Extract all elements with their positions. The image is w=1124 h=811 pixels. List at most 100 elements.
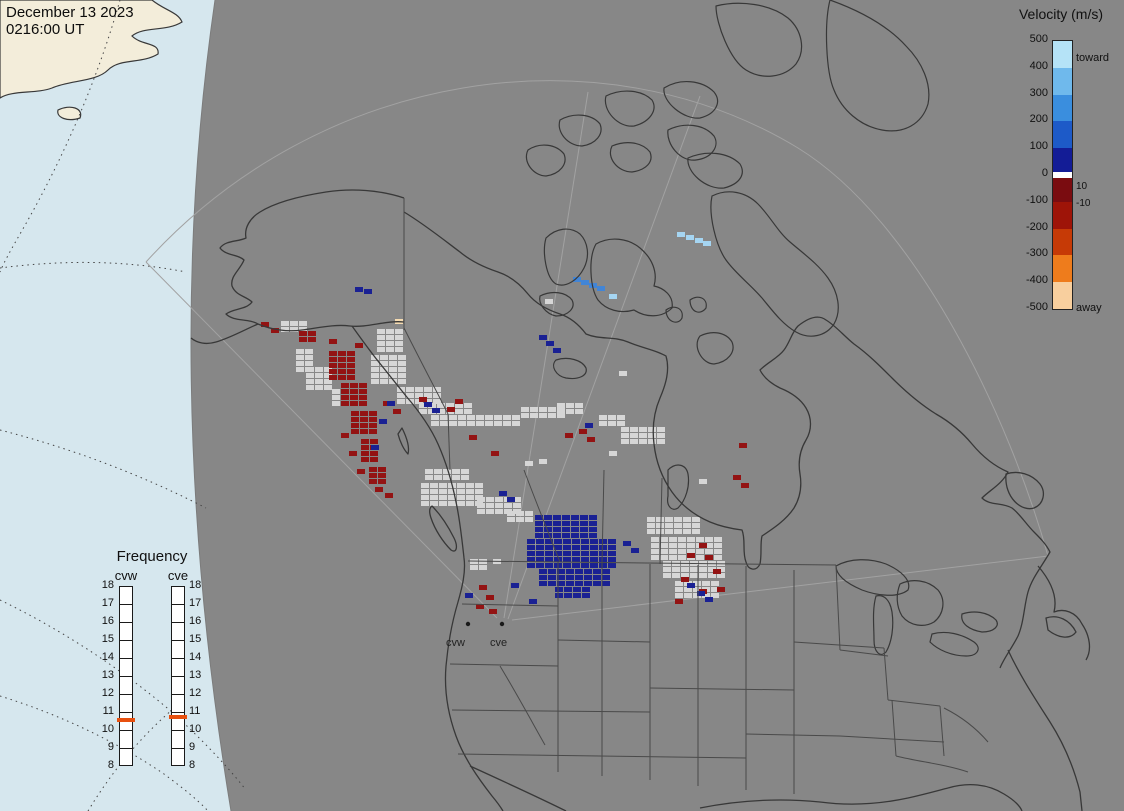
velocity-cell: [675, 581, 683, 586]
velocity-cell: [553, 521, 561, 526]
velocity-cell: [329, 339, 337, 344]
velocity-cell: [434, 475, 442, 480]
frequency-bar-tick: [120, 712, 132, 713]
velocity-cell: [714, 549, 722, 554]
velocity-cell: [467, 415, 475, 420]
velocity-cell: [557, 409, 565, 414]
velocity-cell: [439, 483, 447, 488]
velocity-cell: [630, 427, 638, 432]
great-lakes: [539, 291, 998, 657]
velocity-cell: [525, 461, 533, 466]
frequency-tick-label: 10: [189, 723, 202, 735]
colorbar-segment: [1053, 177, 1072, 202]
velocity-cell: [672, 567, 680, 572]
velocity-cell: [377, 329, 385, 334]
velocity-cell: [573, 593, 581, 598]
velocity-cell: [371, 361, 379, 366]
velocity-cell: [338, 363, 346, 368]
velocity-cell: [424, 399, 432, 404]
map-path: [943, 707, 989, 743]
velocity-cell: [421, 501, 429, 506]
velocity-cell: [261, 322, 269, 327]
map-path: [145, 80, 1049, 557]
velocity-cell: [545, 551, 553, 556]
velocity-cell: [553, 527, 561, 532]
velocity-cell: [554, 557, 562, 562]
velocity-cell: [705, 597, 713, 602]
velocity-cell: [589, 521, 597, 526]
velocity-cell: [573, 277, 581, 282]
map-path: [190, 323, 259, 345]
velocity-cell: [572, 563, 580, 568]
velocity-cell: [347, 351, 355, 356]
velocity-cell: [424, 387, 432, 392]
map-path: [351, 325, 504, 811]
velocity-cell: [675, 599, 683, 604]
velocity-cell: [733, 475, 741, 480]
velocity-cell: [708, 573, 716, 578]
velocity-cell: [495, 503, 503, 508]
velocity-cell: [705, 543, 713, 548]
map-path: [929, 631, 979, 657]
velocity-cell: [631, 548, 639, 553]
velocity-cell: [377, 341, 385, 346]
velocity-cell: [329, 369, 337, 374]
velocity-cell: [332, 401, 340, 406]
velocity-cell: [702, 581, 710, 586]
velocity-cell: [657, 427, 665, 432]
velocity-cell: [545, 563, 553, 568]
velocity-cell: [621, 427, 629, 432]
frequency-tick-label: 15: [101, 633, 114, 645]
map-path: [609, 142, 652, 173]
frequency-bar-tick: [172, 694, 184, 695]
map-path: [449, 663, 559, 667]
velocity-cell: [386, 335, 394, 340]
velocity-cell: [419, 397, 427, 402]
coastlines: [190, 189, 1091, 811]
velocity-cell: [696, 555, 704, 560]
velocity-cell: [695, 238, 703, 243]
velocity-cell: [324, 379, 332, 384]
map-path: [947, 783, 1023, 811]
velocity-cell: [702, 593, 710, 598]
velocity-cell: [504, 503, 512, 508]
velocity-cell: [599, 421, 607, 426]
frequency-tick-label: 12: [189, 687, 202, 699]
velocity-cell: [455, 399, 463, 404]
velocity-cell: [371, 373, 379, 378]
velocity-cell: [466, 501, 474, 506]
velocity-inner-tick-label: 10: [1076, 181, 1088, 193]
velocity-cell: [681, 577, 689, 582]
velocity-cell: [536, 545, 544, 550]
velocity-cell: [562, 527, 570, 532]
velocity-cell: [599, 545, 607, 550]
frequency-tick-label: 16: [101, 615, 114, 627]
velocity-cell: [338, 357, 346, 362]
velocity-cell: [602, 581, 610, 586]
velocity-cell: [544, 533, 552, 538]
away-label: away: [1076, 302, 1102, 314]
velocity-cell: [584, 575, 592, 580]
velocity-cell: [378, 467, 386, 472]
frequency-tick-label: 18: [189, 579, 202, 591]
velocity-cell: [536, 539, 544, 544]
velocity-cell: [529, 599, 537, 604]
velocity-cell: [580, 515, 588, 520]
velocity-cell: [281, 327, 289, 332]
velocity-cell: [741, 483, 749, 488]
velocity-cell: [599, 539, 607, 544]
velocity-cell: [539, 335, 547, 340]
map-path: [961, 611, 998, 633]
velocity-cell: [458, 421, 466, 426]
velocity-cell: [544, 515, 552, 520]
velocity-cell: [350, 389, 358, 394]
map-path: [0, 0, 183, 99]
velocity-cell: [575, 569, 583, 574]
velocity-cell: [621, 433, 629, 438]
velocity-cell: [475, 483, 483, 488]
frequency-bar-tick: [120, 640, 132, 641]
velocity-cell: [395, 329, 403, 334]
frequency-bar-tick: [172, 658, 184, 659]
velocity-cell: [617, 421, 625, 426]
velocity-cell: [530, 407, 538, 412]
